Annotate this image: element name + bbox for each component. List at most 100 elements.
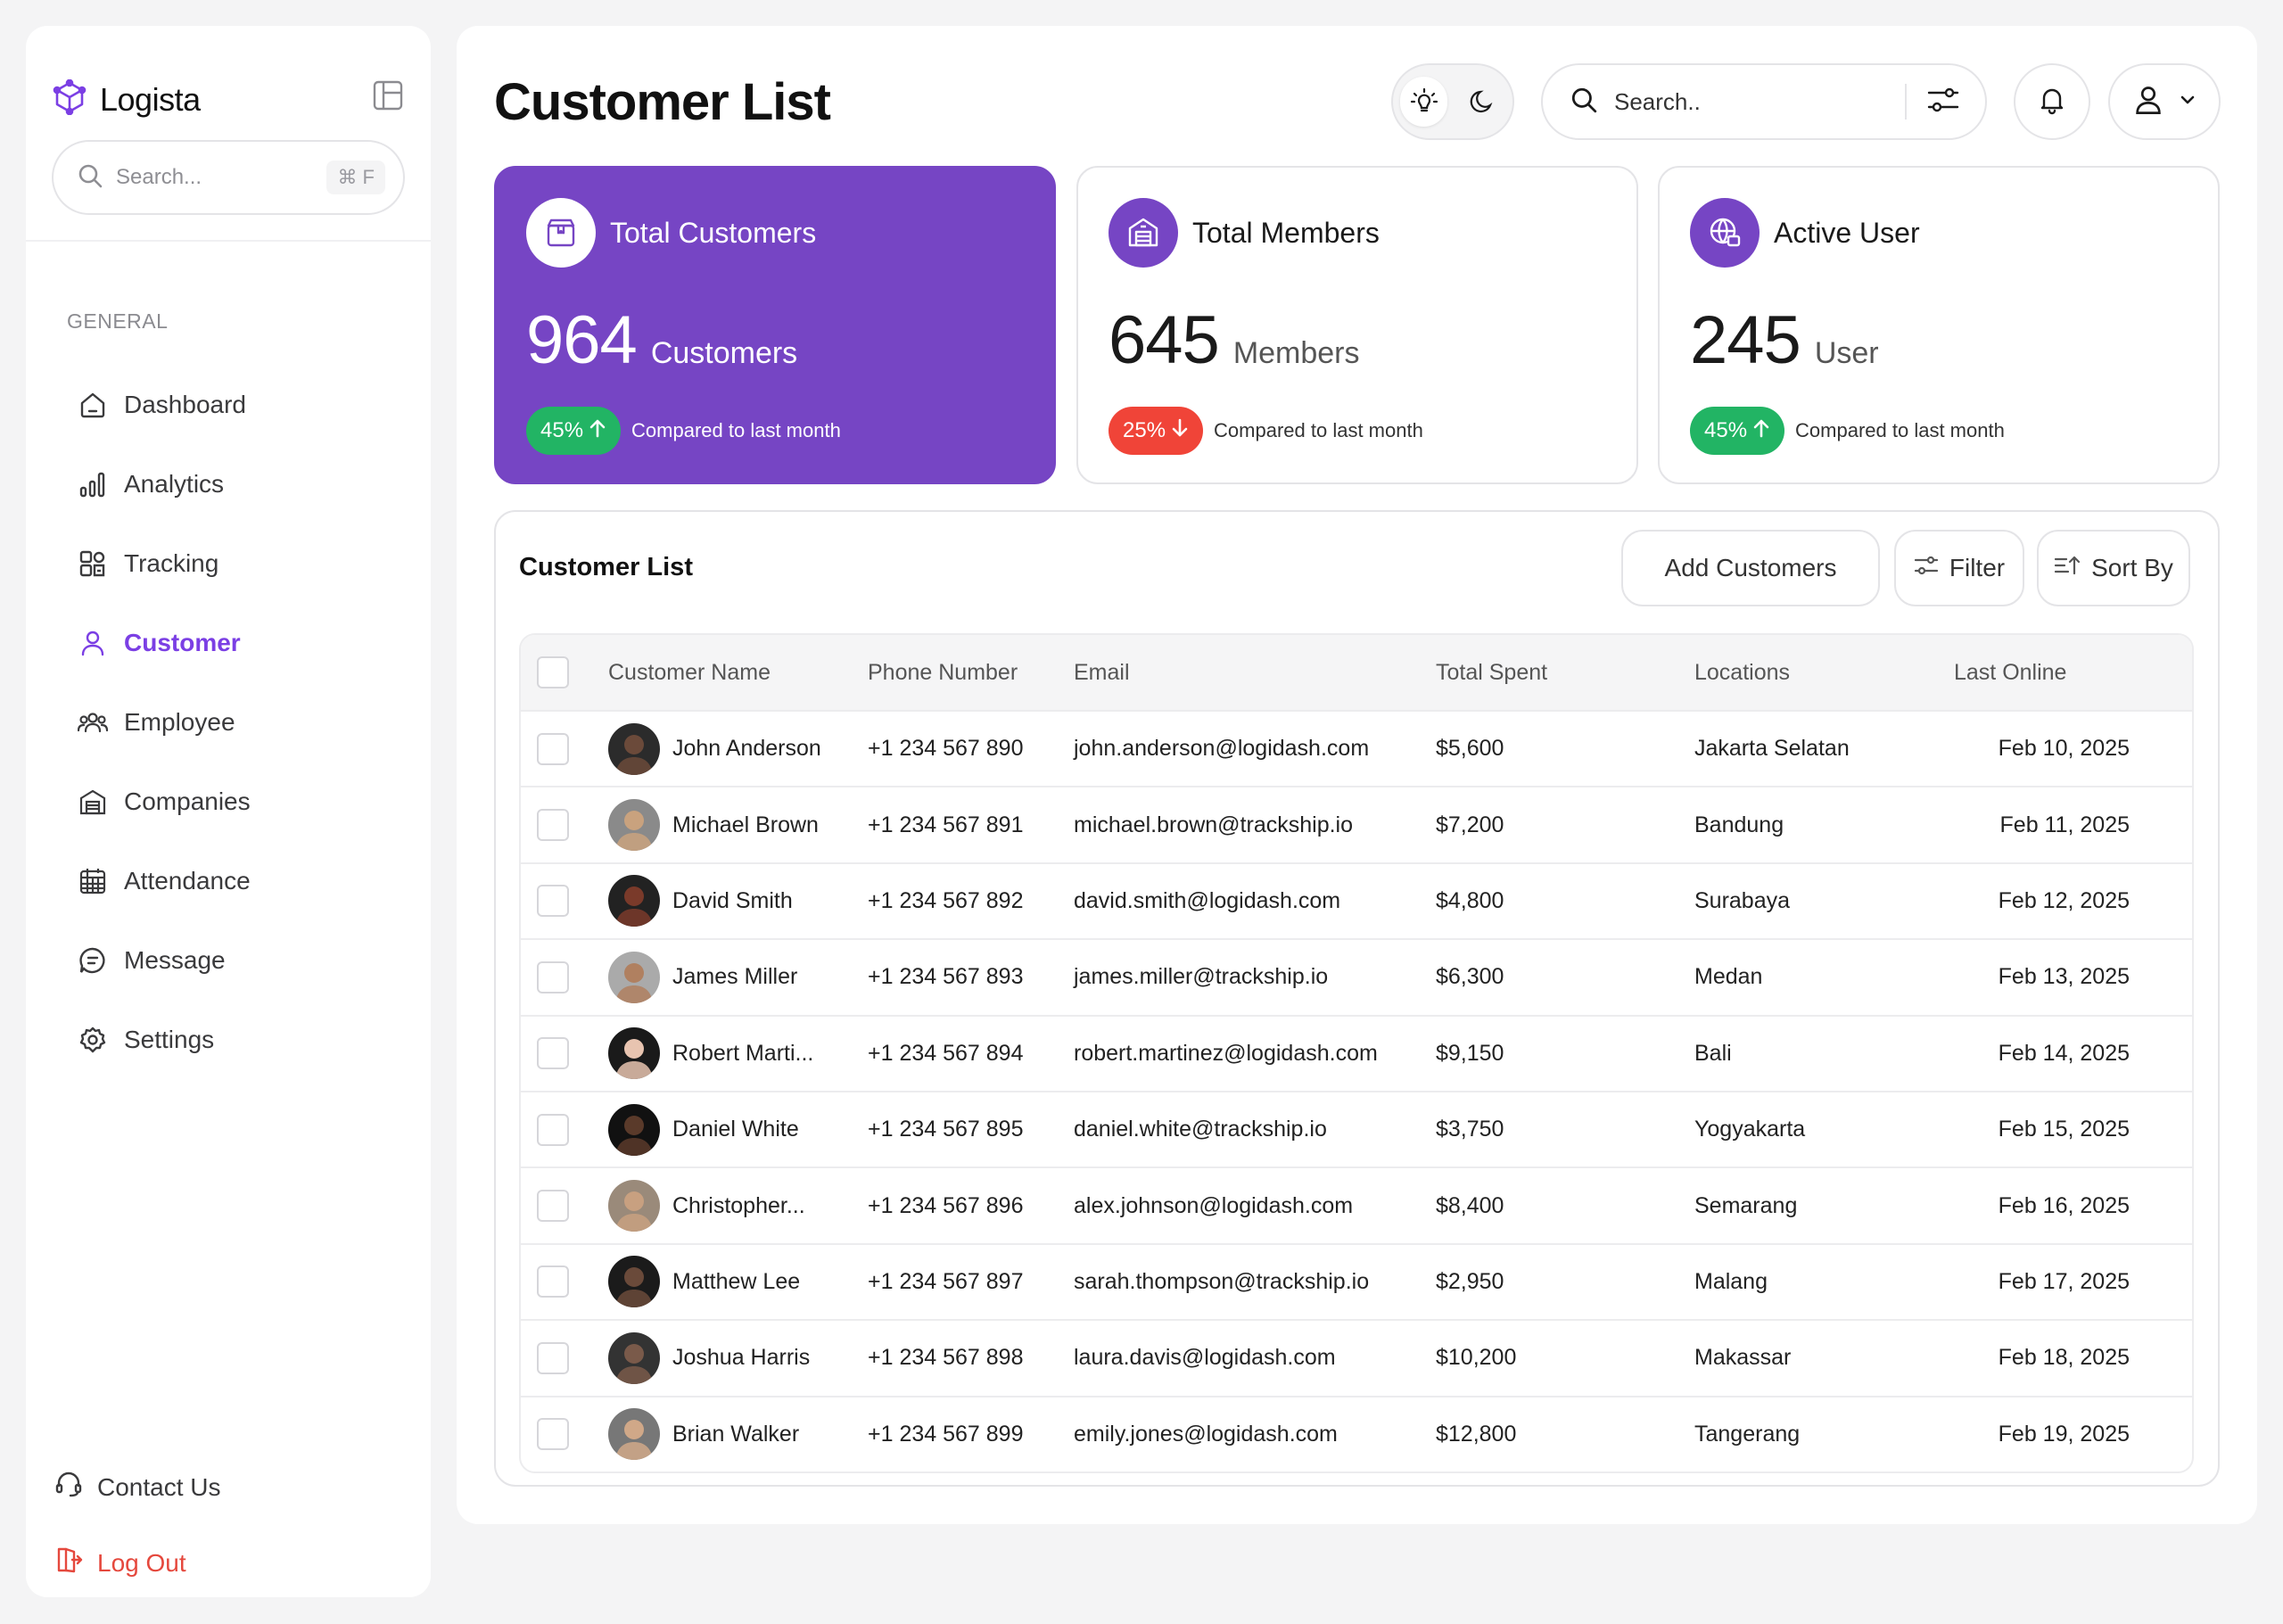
last-online-cell: Feb 10, 2025: [1998, 736, 2130, 762]
sidebar-item-tracking[interactable]: Tracking: [78, 523, 399, 603]
row-checkbox[interactable]: [537, 1341, 569, 1374]
customer-name: Joshua Harris: [672, 1345, 811, 1371]
row-checkbox[interactable]: [537, 1190, 569, 1223]
sidebar-item-attendance[interactable]: Attendance: [78, 841, 399, 920]
row-checkbox[interactable]: [537, 809, 569, 842]
theme-toggle[interactable]: [1391, 63, 1514, 140]
customer-name-cell: Robert Marti...: [608, 1027, 813, 1080]
globe-icon: [1690, 198, 1760, 268]
row-checkbox[interactable]: [537, 1113, 569, 1146]
last-online-cell: Feb 18, 2025: [1998, 1345, 2130, 1371]
avatar: [608, 1408, 660, 1461]
user-icon: [78, 628, 108, 658]
total-spent-cell: $7,200: [1436, 812, 1504, 837]
row-checkbox[interactable]: [537, 1037, 569, 1070]
table-row[interactable]: Brian Walker +1 234 567 899 emily.jones@lo…: [521, 1395, 2192, 1471]
total-spent-cell: $12,800: [1436, 1421, 1517, 1447]
table-row[interactable]: John Anderson +1 234 567 890 john.anderson…: [521, 710, 2192, 786]
table-row[interactable]: Daniel White +1 234 567 895 daniel.white@t…: [521, 1090, 2192, 1166]
last-online-cell: Feb 17, 2025: [1998, 1268, 2130, 1294]
table-row[interactable]: Joshua Harris +1 234 567 898 laura.davis@l…: [521, 1319, 2192, 1395]
row-checkbox[interactable]: [537, 885, 569, 918]
search-icon: [77, 162, 103, 194]
brand[interactable]: Logista: [52, 78, 201, 120]
stat-value-group: 245 User: [1690, 301, 1879, 379]
sliders-icon[interactable]: [1926, 85, 1960, 120]
customer-name-cell: Christopher...: [608, 1180, 805, 1232]
table-title: Customer List: [519, 553, 693, 581]
last-online-cell: Feb 13, 2025: [1998, 964, 2130, 990]
column-header[interactable]: Locations: [1694, 659, 1791, 685]
customer-name-cell: Michael Brown: [608, 799, 819, 852]
stat-title: Active User: [1774, 217, 1920, 249]
table-body: John Anderson +1 234 567 890 john.anderson…: [521, 710, 2192, 1471]
building-icon: [78, 787, 108, 817]
stat-card-total-customers: Total Customers 964 Customers 45% Compar…: [494, 166, 1056, 484]
row-checkbox[interactable]: [537, 1265, 569, 1298]
table-row[interactable]: David Smith +1 234 567 892 david.smith@log…: [521, 861, 2192, 938]
stat-title: Total Customers: [610, 217, 817, 249]
stat-unit: Customers: [650, 336, 798, 370]
phone-cell: +1 234 567 891: [868, 812, 1024, 837]
sidebar-search[interactable]: Search... ⌘ F: [52, 140, 405, 215]
location-cell: Makassar: [1694, 1345, 1792, 1371]
last-online-cell: Feb 15, 2025: [1998, 1117, 2130, 1142]
table-row[interactable]: Michael Brown +1 234 567 891 michael.brown…: [521, 786, 2192, 861]
sort-by-button[interactable]: Sort By: [2037, 530, 2190, 606]
column-header[interactable]: Total Spent: [1436, 659, 1548, 685]
sidebar-item-employee[interactable]: Employee: [78, 682, 399, 762]
change-value: 45%: [1704, 418, 1748, 442]
logout-button[interactable]: Log Out: [54, 1546, 186, 1580]
contact-us-link[interactable]: Contact Us: [54, 1470, 221, 1504]
row-checkbox[interactable]: [537, 732, 569, 765]
row-checkbox[interactable]: [537, 1418, 569, 1451]
panel-toggle-icon[interactable]: [372, 79, 404, 111]
customer-name: Christopher...: [672, 1192, 805, 1218]
sidebar-item-label: Dashboard: [124, 390, 246, 418]
email-cell: john.anderson@logidash.com: [1074, 736, 1370, 762]
change-value: 45%: [540, 418, 584, 442]
sidebar-item-customer[interactable]: Customer: [78, 603, 399, 682]
filter-button[interactable]: Filter: [1894, 530, 2024, 606]
column-header[interactable]: Last Online: [1954, 659, 2067, 685]
avatar: [608, 1331, 660, 1384]
table-row[interactable]: Robert Marti... +1 234 567 894 robert.mart…: [521, 1014, 2192, 1091]
customer-name-cell: James Miller: [608, 951, 797, 1003]
table-row[interactable]: Matthew Lee +1 234 567 897 sarah.thompson@…: [521, 1242, 2192, 1319]
logo-icon: [52, 78, 87, 120]
customer-name-cell: John Anderson: [608, 722, 821, 775]
page-title: Customer List: [494, 73, 831, 131]
sidebar-item-companies[interactable]: Companies: [78, 762, 399, 841]
row-checkbox[interactable]: [537, 960, 569, 993]
dark-mode-icon[interactable]: [1458, 77, 1505, 127]
top-search[interactable]: Search..: [1541, 63, 1987, 140]
column-header[interactable]: Customer Name: [608, 659, 771, 685]
light-mode-icon[interactable]: [1400, 77, 1447, 127]
stat-unit: User: [1814, 336, 1879, 370]
search-shortcut: ⌘ F: [326, 161, 385, 194]
phone-cell: +1 234 567 892: [868, 887, 1024, 913]
email-cell: michael.brown@trackship.io: [1074, 812, 1354, 837]
compare-text: Compared to last month: [1214, 419, 1423, 441]
sidebar-item-dashboard[interactable]: Dashboard: [78, 365, 399, 444]
arrow-up-icon: [589, 418, 606, 444]
user-menu-button[interactable]: [2108, 63, 2221, 140]
table-row[interactable]: James Miller +1 234 567 893 james.miller@t…: [521, 938, 2192, 1014]
stat-unit: Members: [1232, 336, 1360, 370]
sidebar-item-settings[interactable]: Settings: [78, 1000, 399, 1079]
sidebar-item-analytics[interactable]: Analytics: [78, 444, 399, 523]
table-row[interactable]: Christopher... +1 234 567 896 alex.johnson…: [521, 1166, 2192, 1242]
add-customers-button[interactable]: Add Customers: [1621, 530, 1880, 606]
notifications-button[interactable]: [2014, 63, 2090, 140]
customer-name-cell: Daniel White: [608, 1103, 799, 1156]
location-cell: Malang: [1694, 1268, 1768, 1294]
column-header[interactable]: Email: [1074, 659, 1130, 685]
location-cell: Medan: [1694, 964, 1763, 990]
sidebar-item-message[interactable]: Message: [78, 920, 399, 1000]
phone-cell: +1 234 567 895: [868, 1117, 1024, 1142]
column-header[interactable]: Phone Number: [868, 659, 1018, 685]
stat-footer: 45% Compared to last month: [1690, 407, 2005, 455]
select-all-checkbox[interactable]: [537, 656, 569, 688]
table-header: Customer Name Phone Number Email Total S…: [521, 635, 2192, 710]
customer-name: Matthew Lee: [672, 1268, 801, 1294]
